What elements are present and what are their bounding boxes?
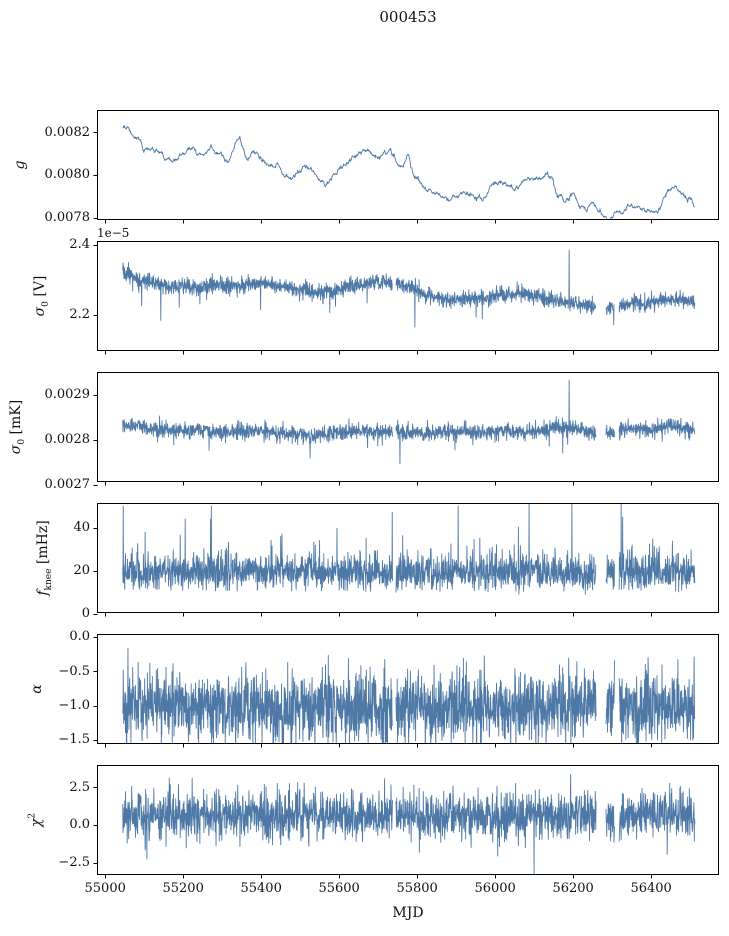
y-tick-label-chi2-1: 0.0 — [69, 817, 90, 833]
y-tick-label-g-0: 0.0082 — [44, 124, 91, 140]
y-axis-label-fknee: fknee [mHz] — [35, 520, 54, 596]
y-tick-label-fknee-0: 40 — [73, 520, 90, 536]
y-tick-label-alpha-3: −1.5 — [58, 732, 90, 748]
y-tick-label-fknee-2: 0 — [81, 606, 90, 622]
y-tick-label-sigma0-v-0: 2.4 — [69, 237, 90, 253]
y-axis-label-sigma0-v: σ0 [V] — [32, 275, 51, 317]
figure-title: 000453 — [379, 8, 437, 26]
y-axis-label-sigma0-mk: σ0 [mK] — [8, 399, 27, 455]
y-tick-label-g-1: 0.0080 — [44, 167, 91, 183]
x-tick-label-0: 55000 — [84, 881, 126, 896]
y-tick-label-g-2: 0.0078 — [44, 210, 91, 226]
x-tick-label-7: 56400 — [630, 881, 672, 896]
y-tick-label-sigma0-mk-1: 0.0028 — [44, 432, 91, 448]
x-tick-label-6: 56200 — [552, 881, 594, 896]
y-axis-label-chi2: χ2 — [27, 812, 45, 828]
x-tick-label-5: 56000 — [474, 881, 516, 896]
y-tick-label-alpha-0: 0.0 — [69, 629, 90, 645]
y-tick-label-chi2-0: 2.5 — [69, 779, 90, 795]
y-tick-label-fknee-1: 20 — [73, 563, 90, 579]
y-tick-label-chi2-2: −2.5 — [58, 855, 90, 871]
x-tick-label-3: 55600 — [318, 881, 360, 896]
y-tick-label-sigma0-mk-2: 0.0027 — [44, 477, 91, 493]
x-axis-label: MJD — [392, 905, 424, 921]
x-tick-label-2: 55400 — [240, 881, 282, 896]
x-tick-label-1: 55200 — [162, 881, 204, 896]
y-tick-label-sigma0-v-1: 2.2 — [69, 307, 90, 323]
y-axis-label-alpha: α — [29, 684, 45, 694]
y-tick-label-sigma0-mk-0: 0.0029 — [44, 387, 91, 403]
y-tick-label-alpha-1: −0.5 — [58, 663, 90, 679]
y-offset-text-sigma0-v: 1e−5 — [97, 226, 130, 240]
y-tick-label-alpha-2: −1.0 — [58, 698, 90, 713]
y-axis-label-g: g — [12, 160, 28, 170]
x-tick-label-4: 55800 — [396, 881, 438, 896]
